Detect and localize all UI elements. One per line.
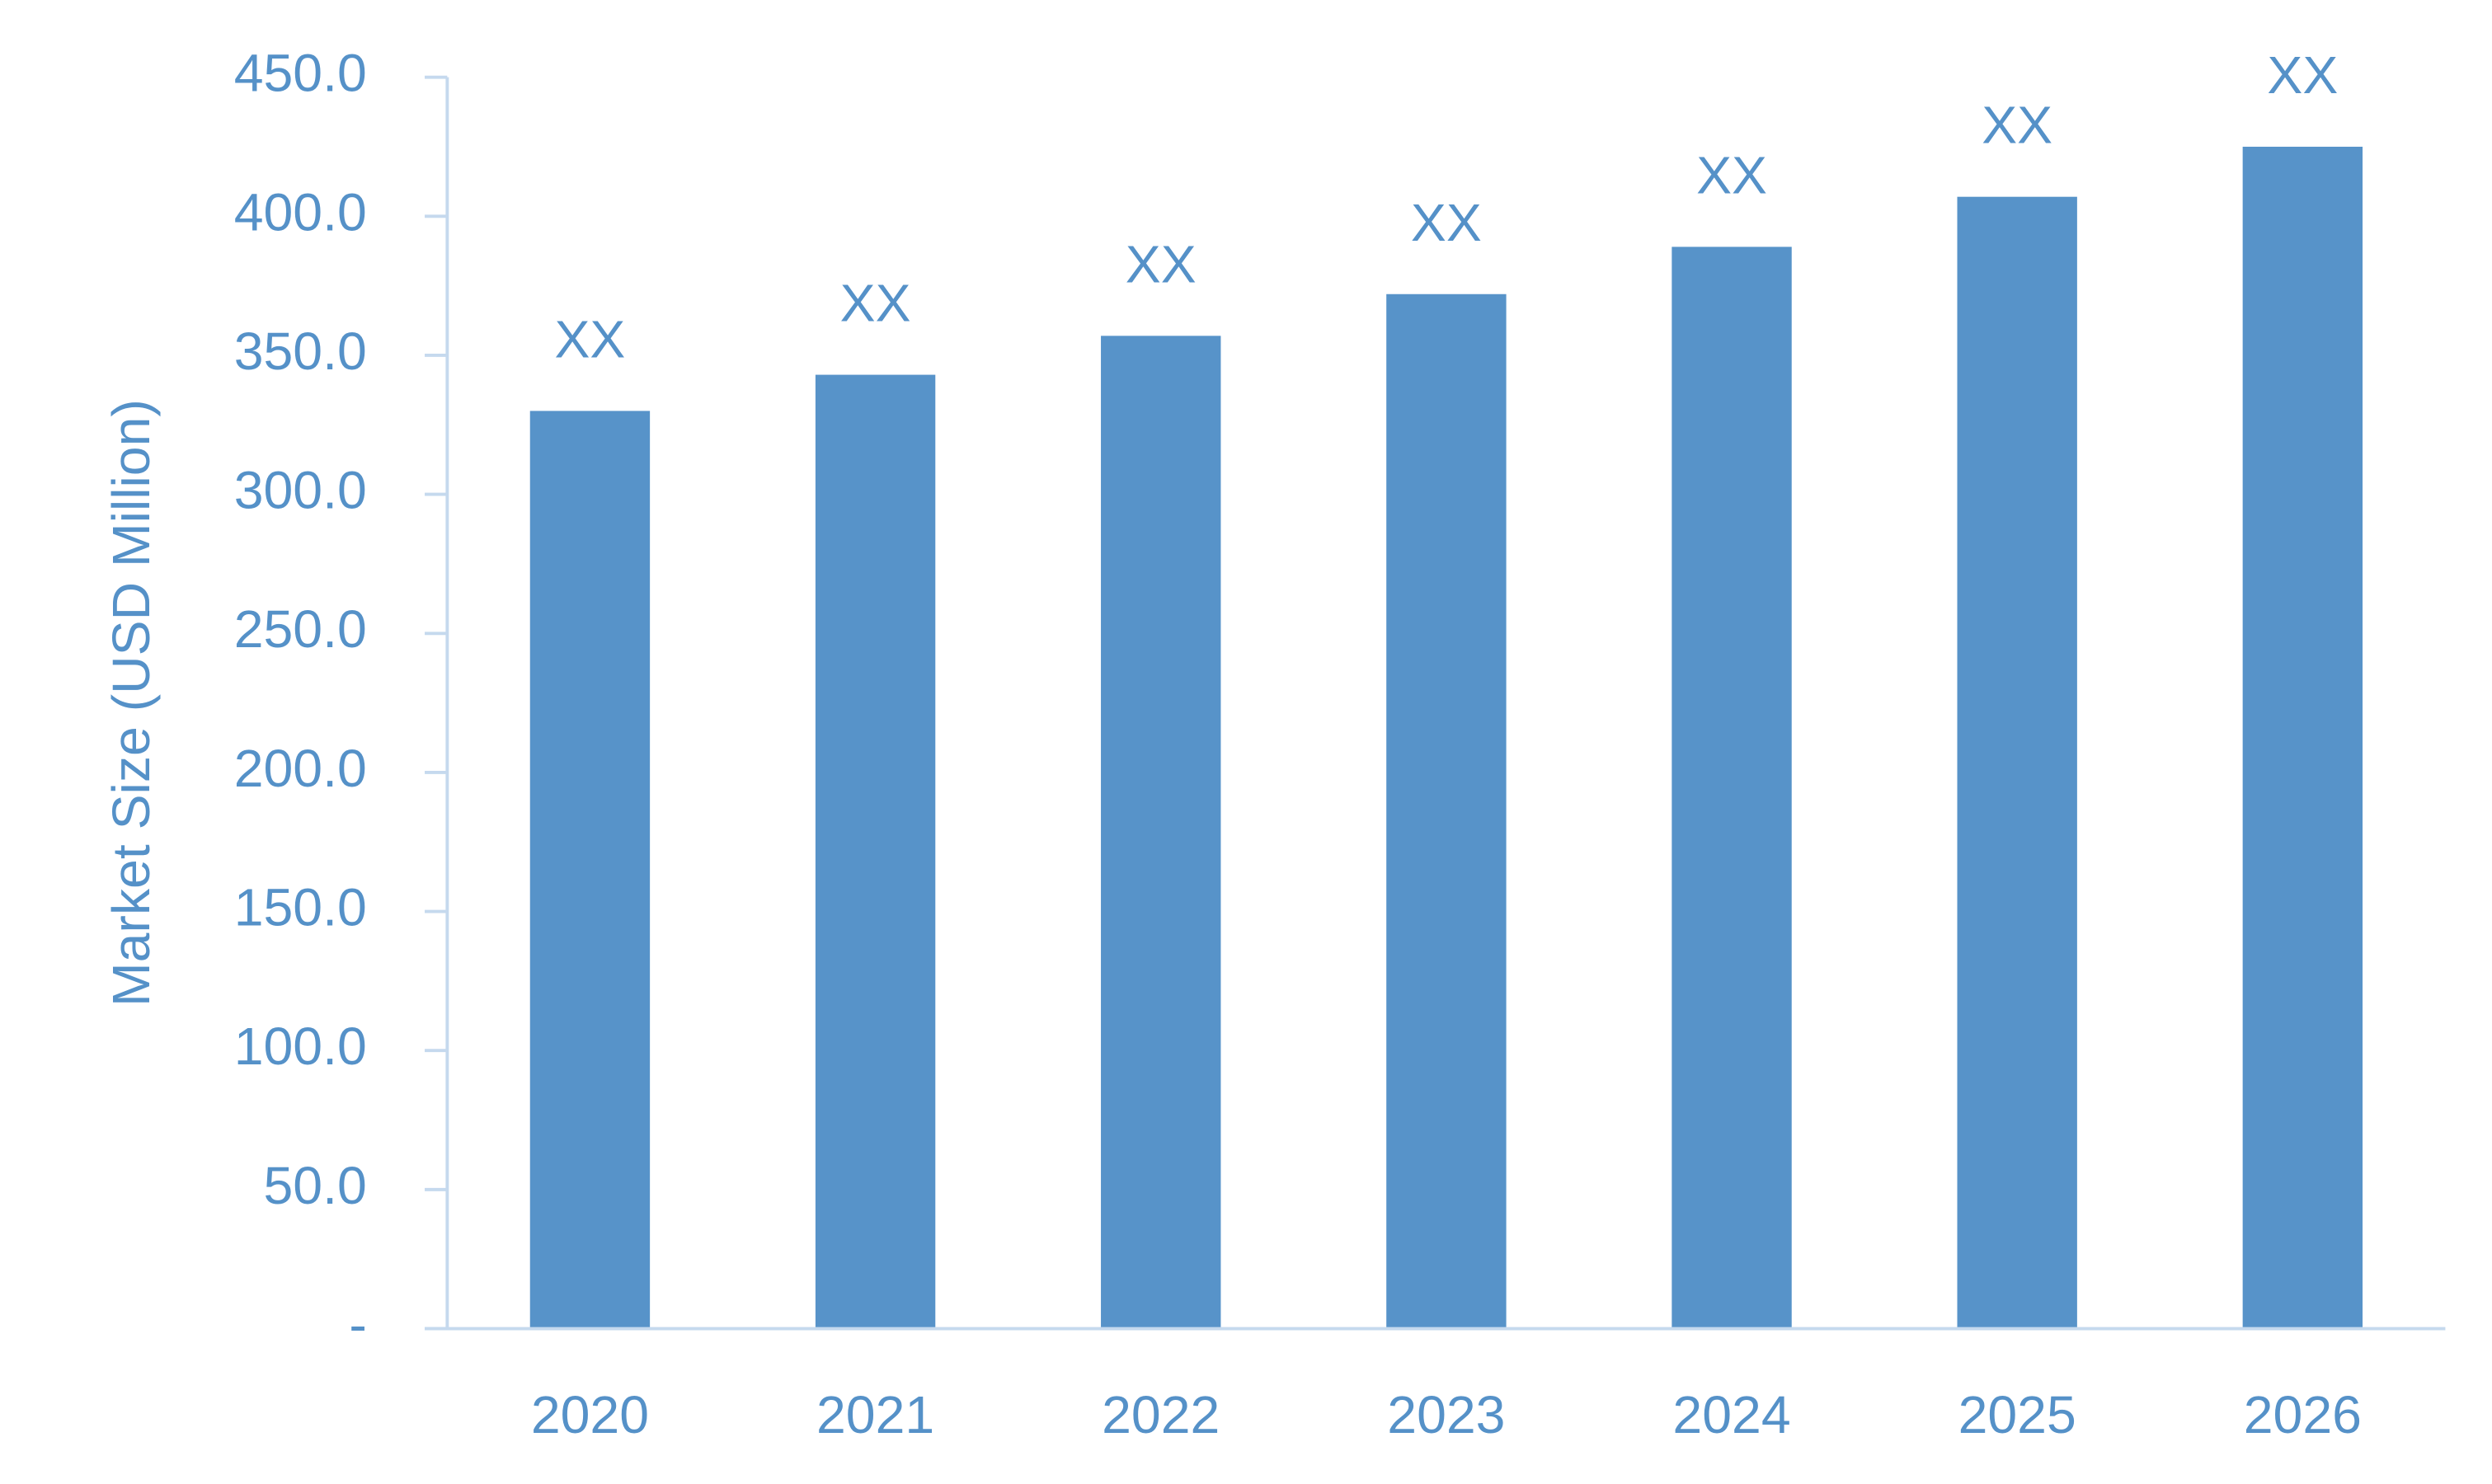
value-label: XX (1982, 96, 2052, 155)
value-label: XX (554, 309, 625, 369)
y-tick-label: 450.0 (234, 44, 367, 103)
bar (1386, 294, 1507, 1329)
x-tick-label: 2022 (1102, 1385, 1220, 1444)
y-tick-label: 200.0 (234, 739, 367, 798)
bar (2242, 146, 2363, 1329)
y-tick-label: 400.0 (234, 182, 367, 242)
bar (1101, 336, 1221, 1329)
x-tick-label: 2025 (1958, 1385, 2076, 1444)
x-tick-label: 2020 (531, 1385, 649, 1444)
y-tick-label: 300.0 (234, 461, 367, 520)
x-tick-label: 2023 (1387, 1385, 1505, 1444)
bar (1672, 247, 1792, 1329)
y-axis-label: Market Size (USD Million) (101, 399, 161, 1007)
value-label: XX (2267, 45, 2338, 105)
y-tick-label: 250.0 (234, 599, 367, 659)
bar (1957, 196, 2077, 1329)
value-label: XX (1696, 145, 1767, 204)
x-tick-label: 2024 (1672, 1385, 1790, 1444)
bar (529, 411, 651, 1329)
y-tick-label: 100.0 (234, 1017, 367, 1076)
y-tick-label: - (349, 1295, 366, 1355)
x-tick-label: 2026 (2244, 1385, 2362, 1444)
value-label: XX (1411, 193, 1482, 252)
value-label: XX (1126, 234, 1197, 294)
y-tick-label: 350.0 (234, 322, 367, 381)
y-tick-label: 50.0 (264, 1156, 367, 1215)
bar (815, 374, 936, 1329)
value-label: XX (840, 274, 911, 333)
y-tick-label: 150.0 (234, 878, 367, 937)
x-tick-label: 2021 (816, 1385, 934, 1444)
